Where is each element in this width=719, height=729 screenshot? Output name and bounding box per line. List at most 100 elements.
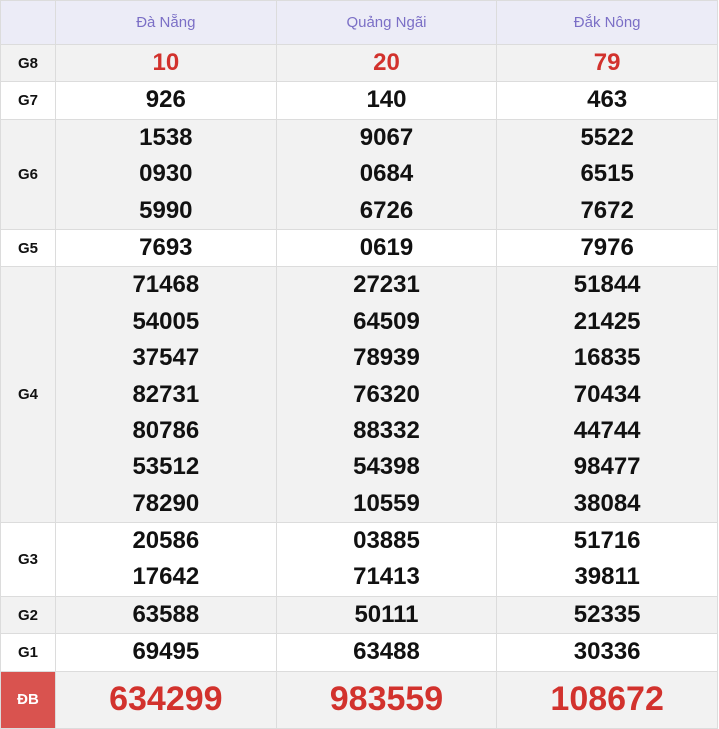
prize-cell: 63588 [55, 595, 277, 635]
prize-number: 44744 [573, 416, 641, 444]
prize-row-đb: ĐB 634299 983559 108672 [0, 670, 718, 729]
prize-number: 20 [373, 49, 400, 76]
prize-cell: 140 [275, 81, 498, 120]
corner-cell [0, 0, 56, 45]
prize-cell: 634299 [55, 670, 277, 729]
prize-cell: 9067 0684 6726 [275, 118, 498, 230]
prize-cell: 27231 64509 78939 76320 88332 54398 10559 [275, 266, 498, 524]
prize-number: 1538 [139, 123, 193, 151]
prize-number: 7693 [139, 233, 193, 261]
prize-number: 6726 [359, 196, 414, 224]
prize-number: 03885 [353, 527, 420, 555]
prize-number: 5990 [139, 196, 193, 224]
prize-number: 10559 [353, 489, 420, 517]
prize-number: 78939 [353, 344, 420, 372]
province-header[interactable]: Đà Nẵng [55, 0, 277, 45]
prize-cell: 03885 71413 [275, 522, 498, 597]
prize-cell: 52335 [496, 595, 718, 635]
prize-number: 37547 [132, 344, 200, 372]
prize-number: 0684 [359, 160, 414, 188]
prize-row-g4: G4 71468 54005 37547 82731 80786 53512 78290 272… [0, 266, 718, 524]
prize-number: 63488 [353, 638, 420, 666]
prize-number: 54005 [132, 307, 200, 335]
prize-row-g7: G7 926 140 463 [0, 81, 718, 120]
prize-number: 140 [366, 86, 407, 114]
prize-label: G3 [0, 522, 56, 597]
prize-cell: 20586 17642 [55, 522, 277, 597]
prize-number: 76320 [353, 380, 420, 408]
prize-number: 71413 [353, 563, 420, 591]
prize-number: 52335 [573, 600, 641, 628]
prize-number: 80786 [132, 416, 200, 444]
prize-number: 7672 [580, 196, 634, 224]
prize-number: 10 [152, 49, 180, 76]
prize-number: 21425 [573, 307, 641, 335]
prize-number: 0930 [139, 160, 193, 188]
prize-cell: 51716 39811 [496, 522, 718, 597]
prize-number: 50111 [354, 600, 419, 628]
prize-number: 463 [587, 86, 628, 114]
prize-cell: 5522 6515 7672 [496, 118, 718, 230]
prize-cell: 7976 [496, 228, 718, 268]
prize-number: 27231 [353, 271, 420, 299]
prize-cell: 10 [55, 43, 277, 83]
prize-row-g1: G1 69495 63488 30336 [0, 633, 718, 672]
prize-number: 7976 [580, 233, 634, 261]
prize-number: 39811 [574, 563, 640, 591]
prize-number: 108672 [550, 680, 664, 719]
prize-label: G1 [0, 633, 56, 672]
prize-row-g8: G8 10 20 79 [0, 43, 718, 83]
prize-cell: 30336 [496, 633, 718, 672]
prize-cell: 0619 [275, 228, 498, 268]
prize-cell: 63488 [275, 633, 498, 672]
prize-label: G7 [0, 81, 56, 120]
province-header[interactable]: Quảng Ngãi [275, 0, 498, 45]
prize-number: 0619 [359, 233, 414, 261]
prize-cell: 926 [55, 81, 277, 120]
prize-number: 51716 [573, 527, 641, 555]
prize-number: 63588 [132, 600, 200, 628]
prize-cell: 1538 0930 5990 [55, 118, 277, 230]
prize-label: G2 [0, 595, 56, 635]
prize-number: 71468 [132, 271, 200, 299]
prize-number: 16835 [573, 344, 641, 372]
prize-cell: 51844 21425 16835 70434 44744 98477 38084 [496, 266, 718, 524]
prize-number: 79 [593, 49, 621, 76]
prize-number: 53512 [132, 453, 200, 481]
prize-number: 983559 [329, 680, 444, 719]
province-header[interactable]: Đắk Nông [496, 0, 718, 45]
prize-cell: 7693 [55, 228, 277, 268]
prize-number: 51844 [573, 271, 641, 299]
prize-number: 30336 [573, 638, 641, 666]
prize-number: 926 [145, 86, 186, 114]
prize-number: 6515 [580, 160, 634, 188]
prize-cell: 69495 [55, 633, 277, 672]
prize-number: 82731 [132, 380, 200, 408]
prize-label: G4 [0, 266, 56, 524]
prize-label: ĐB [0, 670, 56, 729]
prize-row-g6: G6 1538 0930 5990 9067 0684 6726 5522 6515 7672 [0, 118, 718, 230]
prize-number: 54398 [353, 453, 420, 481]
prize-cell: 108672 [496, 670, 718, 729]
prize-number: 98477 [573, 453, 641, 481]
prize-number: 88332 [353, 416, 420, 444]
prize-row-g5: G5 7693 0619 7976 [0, 228, 718, 268]
prize-number: 64509 [353, 307, 420, 335]
prize-label: G6 [0, 118, 56, 230]
prize-cell: 463 [496, 81, 718, 120]
prize-number: 78290 [132, 489, 200, 517]
prize-row-g3: G3 20586 17642 03885 71413 51716 39811 [0, 522, 718, 597]
prize-number: 17642 [132, 563, 200, 591]
prize-label: G8 [0, 43, 56, 83]
header-row: Đà Nẵng Quảng Ngãi Đắk Nông [0, 0, 718, 45]
prize-number: 20586 [132, 527, 200, 555]
prize-number: 69495 [132, 638, 200, 666]
prize-cell: 50111 [275, 595, 498, 635]
prize-cell: 79 [496, 43, 718, 83]
prize-number: 38084 [573, 489, 641, 517]
prize-number: 9067 [359, 123, 414, 151]
prize-number: 5522 [580, 123, 634, 151]
prize-cell: 20 [275, 43, 498, 83]
prize-cell: 983559 [275, 670, 498, 729]
